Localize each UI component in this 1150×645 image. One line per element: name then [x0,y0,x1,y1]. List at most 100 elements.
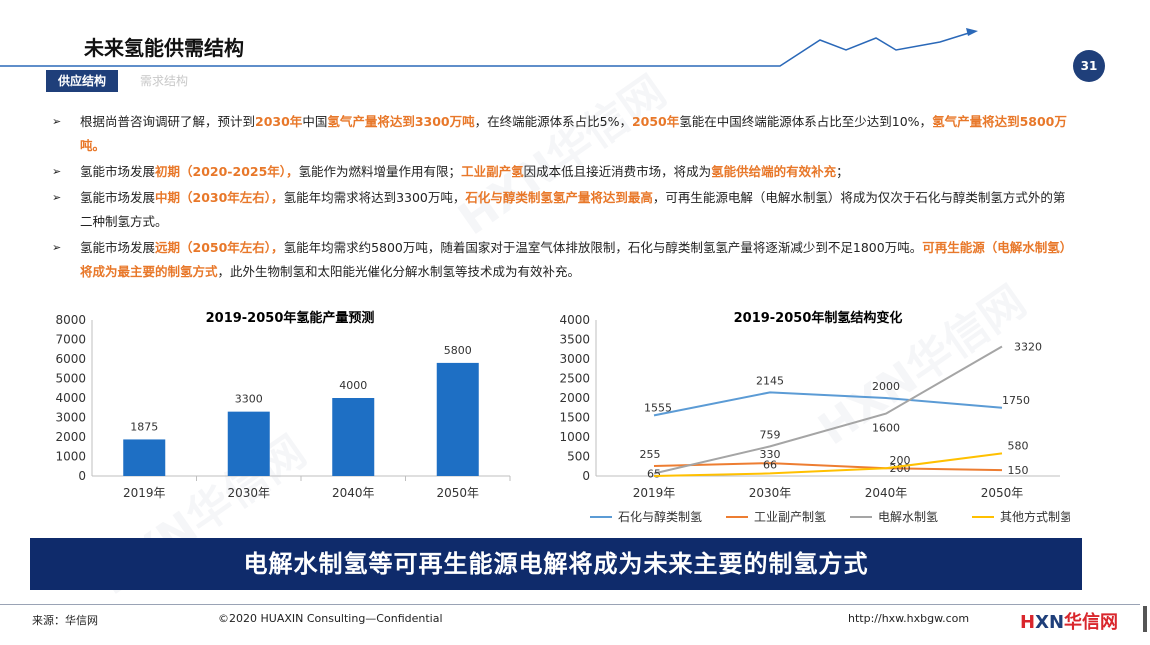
series-line [653,462,1003,472]
y-tick-label: 1000 [55,450,86,464]
bullet-text: 氢能市场发展 [80,190,156,205]
bullet-text: 氢能在中国终端能源体系占比至少达到10%， [679,114,933,129]
bullet-text: ，可再生能源电解（电解水制氢）将成为仅次于石化与醇类制氢方式外的第二种制氢方式。 [80,190,1066,229]
data-label: 66 [763,458,777,471]
bullet-item: ➢ 氢能市场发展初期（2020-2025年），氢能作为燃料增量作用有限；工业副产氢… [52,160,1072,184]
data-label: 2000 [872,380,900,393]
data-label: 330 [760,448,781,461]
data-label: 5800 [444,344,472,357]
bullet-arrow-icon: ➢ [52,191,62,204]
x-tick-label: 2040年 [332,486,375,500]
highlight-text: 2030年 [255,114,303,129]
data-label: 759 [760,428,781,441]
data-label: 3320 [1014,341,1042,354]
bullet-text: 氢能年均需求将达到3300万吨， [283,190,466,205]
legend-label: 其他方式制氢 [1000,509,1070,524]
y-tick-label: 3500 [559,333,590,347]
x-tick-label: 2019年 [123,486,166,500]
bullet-text: ； [836,164,849,179]
data-label: 150 [1008,464,1029,477]
y-tick-label: 3000 [55,411,86,425]
series-line [653,452,1003,477]
bar [123,439,166,476]
copyright-text: ©2020 HUAXIN Consulting—Confidential [218,612,443,625]
bullet-text: 根据尚普咨询调研了解，预计到 [80,114,256,129]
y-tick-label: 1000 [559,430,590,444]
highlight-text: 石化与醇类制氢氢产量将达到最高 [465,190,653,205]
data-label: 1750 [1002,394,1030,407]
bullet-item: ➢ 氢能市场发展远期（2050年左右），氢能年均需求约5800万吨，随着国家对于温… [52,236,1072,284]
bullet-text: ，在终端能源体系占比5%， [474,114,632,129]
data-label: 200 [890,454,911,467]
highlight-text: 氢气产量将达到3300万吨 [327,114,475,129]
bullet-text: 氢能市场发展 [80,240,156,255]
data-label: 3300 [235,393,263,406]
y-tick-label: 4000 [559,313,590,327]
legend-label: 工业副产制氢 [754,509,826,524]
y-tick-label: 2000 [559,391,590,405]
x-tick-label: 2050年 [436,486,479,500]
legend-label: 电解水制氢 [878,509,938,524]
source-label: 来源：华信网 [32,614,98,627]
data-label: 4000 [339,379,367,392]
x-tick-label: 2040年 [865,486,908,500]
data-label: 1600 [872,422,900,435]
legend-label: 石化与醇类制氢 [618,509,702,524]
highlight-text: 氢能供给端的有效补充 [711,164,837,179]
y-tick-label: 2000 [55,430,86,444]
bullet-list: ➢ 根据尚普咨询调研了解，预计到2030年中国氢气产量将达到3300万吨，在终端能… [52,110,1072,286]
highlight-text: 氢气产量将达到5800万吨。 [80,114,1067,153]
x-tick-label: 2030年 [227,486,270,500]
y-tick-label: 1500 [559,411,590,425]
bullet-text: 因成本低且接近消费市场，将成为 [523,164,712,179]
bullet-item: ➢ 根据尚普咨询调研了解，预计到2030年中国氢气产量将达到3300万吨，在终端能… [52,110,1072,158]
x-tick-label: 2050年 [981,486,1024,500]
data-label: 255 [640,448,661,461]
tab-supply-structure[interactable]: 供应结构 [46,70,119,92]
page-title: 未来氢能供需结构 [84,36,244,60]
series-line [653,391,1003,417]
data-label: 580 [1008,439,1029,452]
y-tick-label: 2500 [559,372,590,386]
line-chart: 2019-2050年制氢结构变化 0 500 1000 1500 2000 2500 3000… [559,310,1070,524]
bar-chart: 2019-2050年氢能产量预测 0 1000 2000 3000 4000 5000 600… [55,310,511,500]
y-tick-label: 7000 [55,333,86,347]
bar [436,362,479,476]
y-tick-label: 0 [582,469,590,483]
bullet-text: 中国 [302,114,328,129]
bullet-text: 氢能市场发展 [80,164,156,179]
highlight-text: 工业副产氢 [461,164,524,179]
conclusion-banner: 电解水制氢等可再生能源电解将成为未来主要的制氢方式 [30,538,1082,590]
y-tick-label: 8000 [55,313,86,327]
y-tick-label: 500 [567,450,590,464]
x-tick-label: 2030年 [749,486,792,500]
data-label: 1555 [644,401,672,414]
tab-demand-structure[interactable]: 需求结构 [140,74,189,88]
data-label: 1875 [130,420,158,433]
bullet-arrow-icon: ➢ [52,165,62,178]
chart-title: 2019-2050年制氢结构变化 [734,310,903,326]
y-tick-label: 5000 [55,372,86,386]
bullet-arrow-icon: ➢ [52,241,62,254]
bullet-item: ➢ 氢能市场发展中期（2030年左右），氢能年均需求将达到3300万吨，石化与醇类… [52,186,1072,234]
highlight-text: 2050年 [631,114,680,129]
y-tick-label: 6000 [55,352,86,366]
bar [332,398,375,476]
x-tick-label: 2019年 [633,486,676,500]
bar [227,411,270,476]
y-tick-label: 3000 [559,352,590,366]
footer-accent-bar [1143,606,1147,632]
footer-divider [0,604,1140,605]
bullet-arrow-icon: ➢ [52,115,62,128]
header-trend-line [0,28,978,67]
highlight-text: 可再生能源（电解水制氢）将成为最主要的制氢方式 [80,240,1066,279]
bullet-text: ，此外生物制氢和太阳能光催化分解水制氢等技术成为有效补充。 [217,264,581,279]
page-number-badge: 31 [1073,50,1105,82]
bullet-text: 氢能年均需求约5800万吨，随着国家对于温室气体排放限制，石化与醇类制氢氢产量将… [283,240,923,255]
chart-title: 2019-2050年氢能产量预测 [206,310,375,326]
y-tick-label: 4000 [55,391,86,405]
highlight-text: 远期（2050年左右）， [155,240,284,255]
series-line [653,345,1003,475]
highlight-text: 中期（2030年左右）， [155,190,284,205]
website-link[interactable]: http://hxw.hxbgw.com [848,612,970,625]
